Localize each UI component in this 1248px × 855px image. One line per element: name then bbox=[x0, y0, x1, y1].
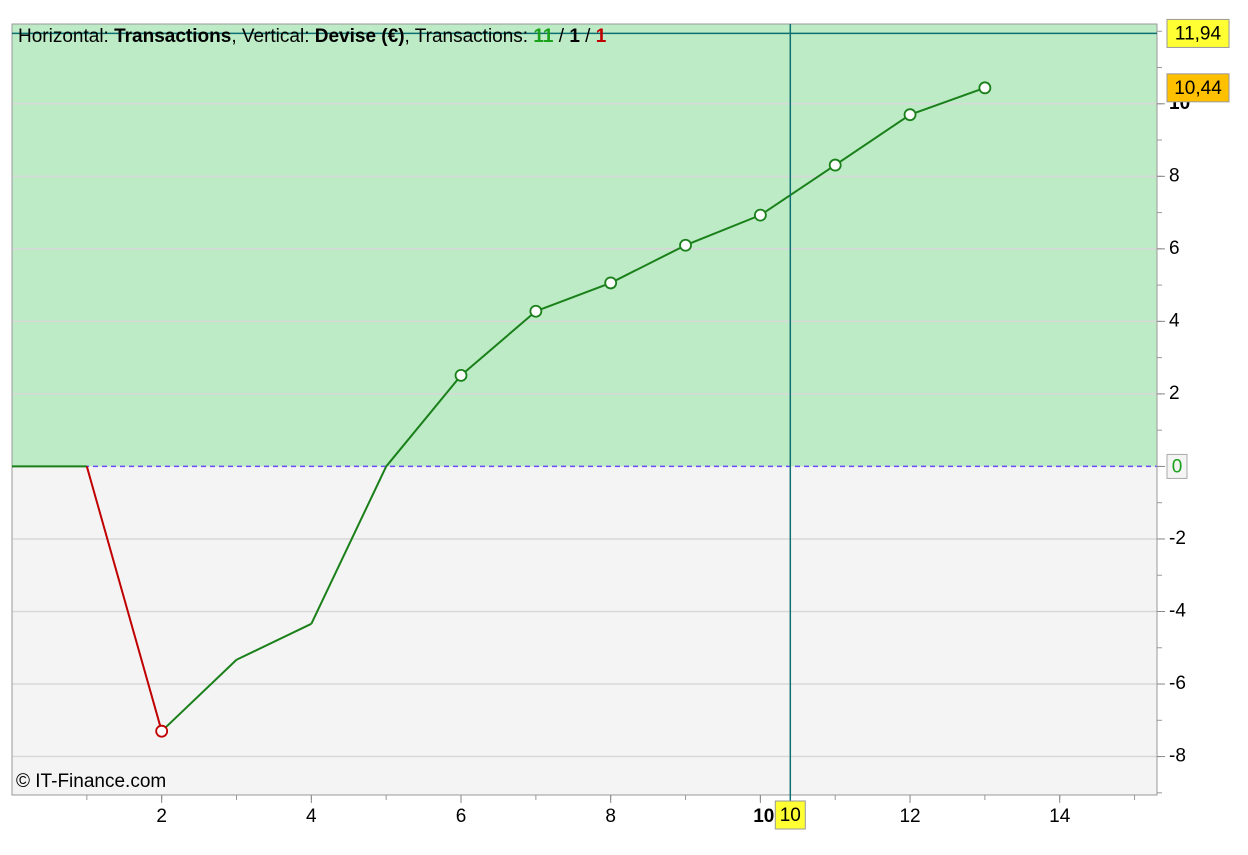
line-segment bbox=[759, 164, 836, 216]
value-label: 10,44 bbox=[1174, 78, 1222, 99]
point bbox=[155, 724, 169, 738]
positive-area bbox=[12, 24, 1157, 467]
y-tick-label: 8 bbox=[1169, 165, 1180, 186]
x-tick-label: 10 bbox=[753, 806, 774, 827]
value-label-box bbox=[1166, 73, 1230, 103]
line-segment bbox=[385, 374, 462, 468]
title-part: Devise (€) bbox=[315, 26, 405, 47]
line-segment bbox=[834, 113, 911, 166]
point bbox=[604, 276, 618, 290]
zero-label-box bbox=[1166, 453, 1188, 479]
copyright: © IT-Finance.com bbox=[16, 771, 166, 792]
line-segment bbox=[160, 659, 238, 732]
y-tick-label: -4 bbox=[1169, 601, 1186, 622]
x-tick-label: 8 bbox=[605, 806, 616, 827]
line-segment bbox=[909, 86, 986, 116]
crosshair-y-box bbox=[1166, 18, 1230, 48]
y-tick-label: 6 bbox=[1169, 238, 1180, 259]
title-part: , Transactions: bbox=[405, 26, 534, 47]
x-tick-label: 12 bbox=[899, 806, 920, 827]
chart-title: Horizontal: Transactions, Vertical: Devi… bbox=[18, 26, 607, 47]
line-segment bbox=[685, 214, 761, 247]
line-segment bbox=[236, 622, 312, 661]
title-part: 1 bbox=[596, 26, 607, 47]
title-part: Horizontal: bbox=[18, 26, 114, 47]
y-tick-label: 0 bbox=[1172, 456, 1183, 477]
point bbox=[828, 158, 842, 172]
point bbox=[529, 304, 543, 318]
crosshair-x-label: 10 bbox=[780, 805, 801, 826]
y-tick-label: -6 bbox=[1169, 673, 1186, 694]
point bbox=[753, 208, 767, 222]
point bbox=[679, 238, 692, 252]
crosshair-y-label: 11,94 bbox=[1175, 23, 1222, 44]
point bbox=[978, 81, 992, 95]
y-tick-label: -8 bbox=[1169, 746, 1186, 767]
title-part: / bbox=[553, 26, 569, 47]
x-tick-label: 4 bbox=[306, 806, 317, 827]
line-segment bbox=[460, 310, 537, 377]
title-part: Transactions bbox=[114, 26, 231, 47]
title-part: 11 bbox=[533, 26, 554, 47]
point bbox=[903, 108, 917, 122]
x-tick-label: 14 bbox=[1049, 806, 1071, 827]
crosshair-x-box bbox=[774, 800, 806, 830]
line-segment bbox=[85, 466, 163, 732]
plot-frame bbox=[11, 23, 1158, 796]
y-tick-label: 4 bbox=[1169, 310, 1180, 331]
line-segment bbox=[535, 281, 612, 313]
x-tick-label: 2 bbox=[156, 806, 167, 827]
title-part: , Vertical: bbox=[231, 26, 314, 47]
title-part: 1 bbox=[569, 26, 580, 47]
line-segment bbox=[610, 244, 686, 284]
title-part: / bbox=[580, 26, 596, 47]
point bbox=[454, 369, 468, 382]
x-tick-label: 6 bbox=[456, 806, 467, 827]
line-segment bbox=[310, 466, 388, 625]
y-tick-label: -2 bbox=[1169, 528, 1186, 549]
y-tick-label: 2 bbox=[1169, 383, 1180, 404]
